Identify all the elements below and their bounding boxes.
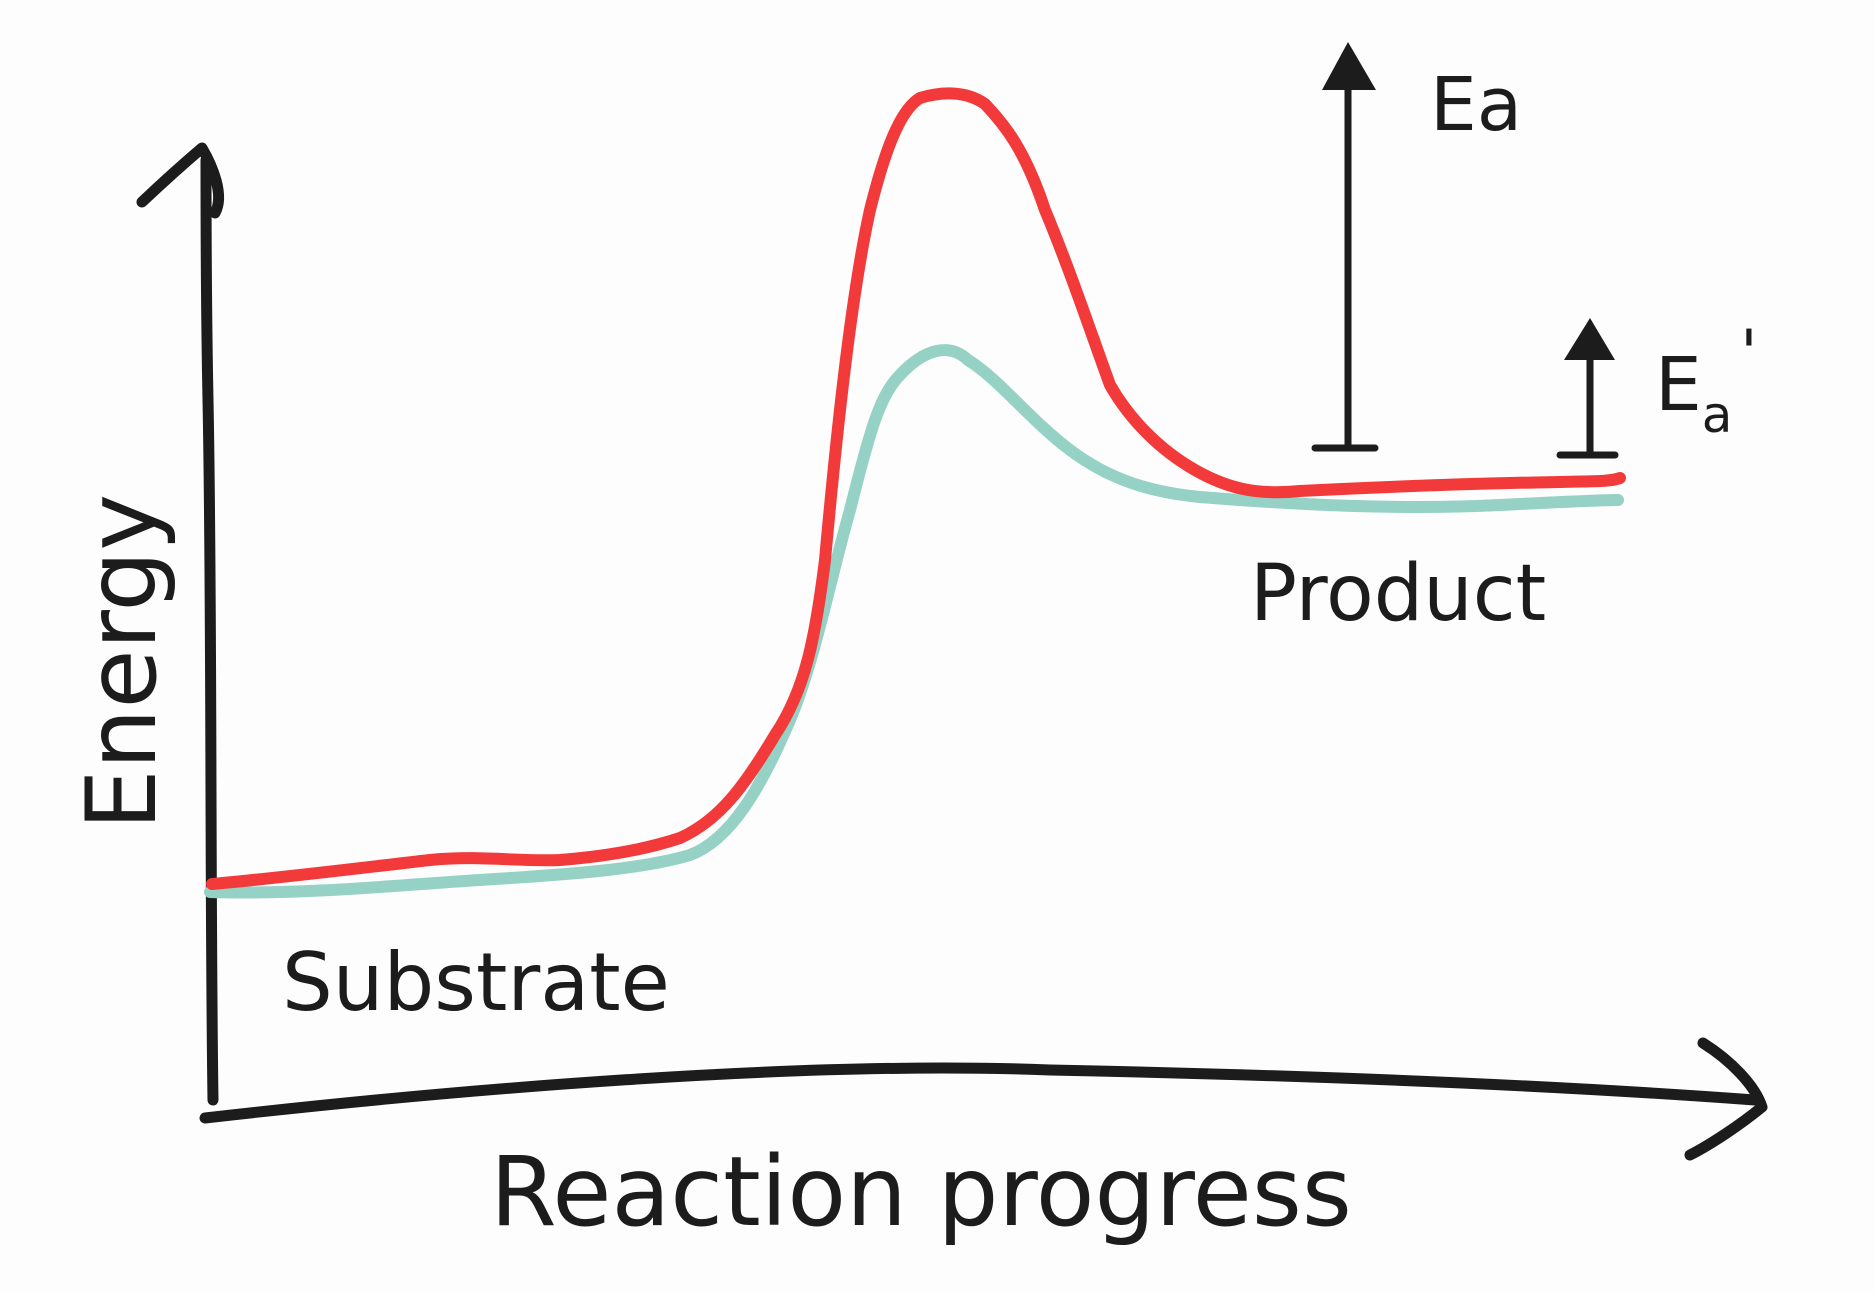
x-axis (199, 1037, 1768, 1161)
y-axis-arrowhead (136, 142, 225, 219)
x-axis-label: Reaction progress (490, 1136, 1352, 1248)
catalyzed-curve (204, 344, 1624, 899)
y-axis (136, 142, 225, 1106)
y-axis-label: Energy (66, 494, 178, 830)
ea-prime-base: E (1655, 342, 1702, 428)
ea-prime-arrow (1556, 318, 1619, 459)
ea-arrow (1311, 42, 1379, 452)
ea-prime-subscript: a (1702, 386, 1733, 444)
substrate-label: Substrate (282, 936, 670, 1029)
product-label: Product (1250, 549, 1546, 639)
ea-prime-mark: ' (1740, 316, 1757, 389)
ea-prime-label: Ea' (1655, 316, 1757, 444)
x-axis-arrowhead (1684, 1037, 1768, 1161)
ea-label: Ea (1430, 62, 1522, 148)
uncatalyzed-curve (206, 87, 1626, 890)
ea-arrowhead-icon (1322, 42, 1376, 90)
ea-prime-arrowhead-icon (1564, 318, 1615, 360)
